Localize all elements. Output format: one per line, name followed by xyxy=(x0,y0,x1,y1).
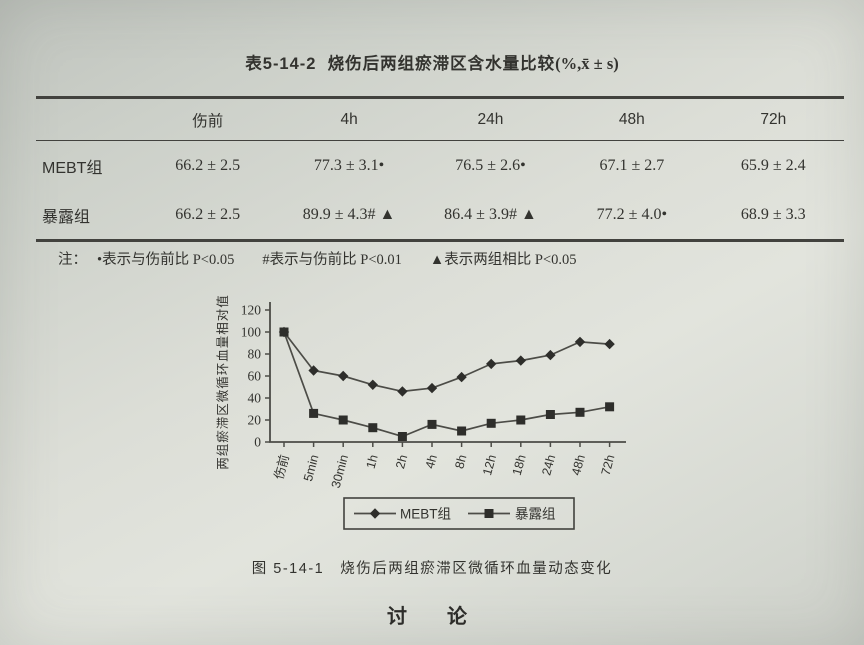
svg-text:1h: 1h xyxy=(364,453,381,470)
footnote-dot: •表示与伤前比 P<0.05 xyxy=(97,252,235,268)
svg-text:120: 120 xyxy=(241,303,262,318)
mebt-72h-value: 65.9 ± 2.4 xyxy=(740,156,806,174)
microcirculation-line-chart: 0 20 40 60 80 100 120 伤前 5min 30min 1h 2h 4h 8h 12h 18h… xyxy=(215,294,626,530)
svg-text:60: 60 xyxy=(248,369,262,384)
exposed-4h-value: 89.9 ± 4.3# ▲ xyxy=(302,205,396,223)
table-header-row: 伤前 4h 24h 48h 72h xyxy=(36,98,844,141)
svg-text:伤前: 伤前 xyxy=(271,453,292,481)
svg-text:30min: 30min xyxy=(329,453,351,490)
svg-text:40: 40 xyxy=(248,391,262,406)
svg-text:48h: 48h xyxy=(569,453,588,477)
exposed-72h-value: 68.9 ± 3.3 xyxy=(740,205,806,223)
mebt-24h-value: 76.5 ± 2.6• xyxy=(455,156,526,174)
svg-text:5min: 5min xyxy=(301,453,322,483)
exposed-preinjury-value: 66.2 ± 2.5 xyxy=(175,205,241,223)
table-units: (%,x̄ ± s) xyxy=(555,54,619,73)
svg-text:两组瘀滞区微循环血量相对值: 两组瘀滞区微循环血量相对值 xyxy=(215,294,230,470)
footnote-hash: #表示与伤前比 P<0.01 xyxy=(262,252,402,268)
col-header-48h: 48h xyxy=(618,110,645,128)
water-content-table: 伤前 4h 24h 48h 72h MEBT组 66.2 ± 2.5 77.3 … xyxy=(36,96,844,242)
table-row-exposed: 暴露组 66.2 ± 2.5 89.9 ± 4.3# ▲ 86.4 ± 3.9#… xyxy=(36,190,844,241)
svg-text:2h: 2h xyxy=(393,453,410,470)
svg-text:72h: 72h xyxy=(599,453,618,477)
table-row-mebt: MEBT组 66.2 ± 2.5 77.3 ± 3.1• 76.5 ± 2.6•… xyxy=(36,141,844,191)
table-title: 表5-14-2 烧伤后两组瘀滞区含水量比较(%,x̄ ± s) xyxy=(0,50,864,74)
svg-text:18h: 18h xyxy=(510,453,529,477)
col-header-24h: 24h xyxy=(477,110,504,128)
svg-text:暴露组: 暴露组 xyxy=(515,507,556,522)
mebt-4h-value: 77.3 ± 3.1• xyxy=(313,156,385,174)
exposed-24h-value: 86.4 ± 3.9# ▲ xyxy=(444,205,537,223)
footnote-triangle: ▲表示两组相比 P<0.05 xyxy=(429,252,577,268)
svg-text:100: 100 xyxy=(241,325,262,340)
table-name: 烧伤后两组瘀滞区含水量比较 xyxy=(327,55,556,73)
row-label-exposed: 暴露组 xyxy=(42,208,91,226)
mebt-preinjury-value: 66.2 ± 2.5 xyxy=(175,156,241,174)
col-header-4h: 4h xyxy=(340,110,358,128)
mebt-48h-value: 67.1 ± 2.7 xyxy=(599,156,665,174)
col-header-preinjury: 伤前 xyxy=(192,112,224,130)
svg-text:4h: 4h xyxy=(423,453,440,470)
svg-text:0: 0 xyxy=(254,435,261,450)
svg-text:8h: 8h xyxy=(452,453,469,470)
col-header-72h: 72h xyxy=(760,110,787,128)
row-label-mebt: MEBT组 xyxy=(42,159,103,177)
svg-text:24h: 24h xyxy=(539,453,558,477)
svg-text:20: 20 xyxy=(248,413,262,428)
col-header-empty xyxy=(36,98,137,141)
footnote-label: 注： xyxy=(58,252,87,268)
table-number: 表5-14-2 xyxy=(245,55,317,73)
discussion-heading: 讨 论 xyxy=(387,606,477,628)
table-footnote: 注： •表示与伤前比 P<0.05 #表示与伤前比 P<0.01 ▲表示两组相比… xyxy=(58,248,601,269)
svg-text:MEBT组: MEBT组 xyxy=(400,507,451,522)
figure-caption: 图 5-14-1 烧伤后两组瘀滞区微循环血量动态变化 xyxy=(251,561,613,577)
svg-text:80: 80 xyxy=(248,347,262,362)
exposed-48h-value: 77.2 ± 4.0• xyxy=(596,205,668,223)
svg-text:12h: 12h xyxy=(480,453,499,477)
